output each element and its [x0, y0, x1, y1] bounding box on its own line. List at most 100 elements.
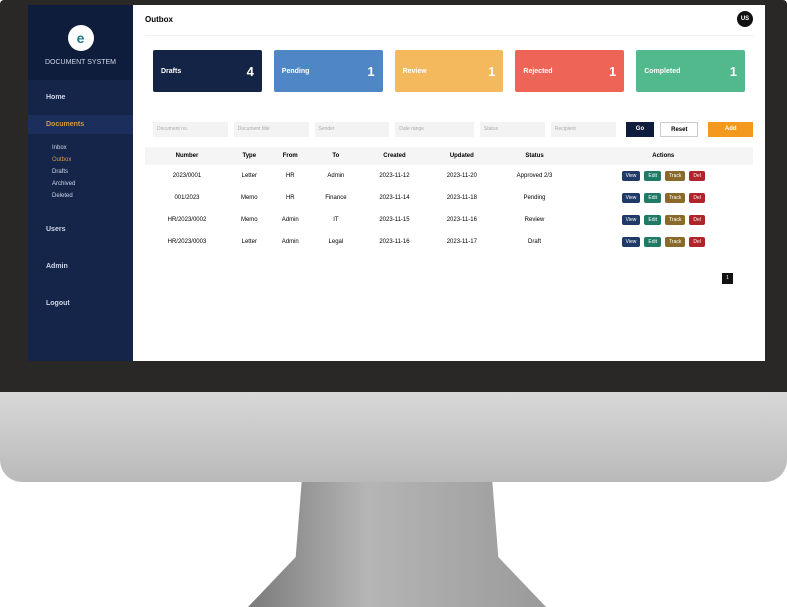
stat-card-value: 4 — [246, 63, 254, 79]
action-edit-button[interactable]: Edit — [644, 193, 662, 203]
stat-card-value: 1 — [608, 63, 617, 79]
action-edit-button[interactable]: Edit — [644, 171, 662, 181]
table-cell: Finance — [325, 195, 347, 201]
stat-card[interactable]: Drafts 4 — [153, 50, 262, 92]
filter-input[interactable]: Date range — [395, 122, 474, 137]
table-cell: 2023-11-18 — [446, 195, 477, 201]
documents-table: Number Type From To Created Updated Status Acti… — [145, 147, 753, 253]
sidebar-item-documents[interactable]: Documents — [28, 115, 133, 134]
table-cell: 2023-11-20 — [446, 173, 477, 179]
actions-cell: View Edit Track Del — [574, 165, 753, 187]
table-cell: 2023-11-12 — [379, 173, 410, 179]
table-cell: Admin — [327, 173, 345, 179]
table-cell: 2023-11-16 — [379, 239, 410, 245]
action-track-button[interactable]: Track — [665, 171, 686, 181]
screen: e DOCUMENT SYSTEM Home Documents Inbox O… — [28, 5, 765, 361]
filter-input[interactable]: Sender — [314, 122, 390, 137]
main-content: Outbox US Drafts 4 Pending 1 Review 1 Rejected… — [133, 5, 765, 361]
action-del-button[interactable]: Del — [689, 171, 705, 181]
add-button[interactable]: Add new — [708, 122, 754, 147]
table-cell: Admin — [281, 217, 299, 223]
sidebar: e DOCUMENT SYSTEM Home Documents Inbox O… — [28, 5, 133, 361]
actions-cell: View Edit Track Del — [574, 209, 753, 231]
column-header[interactable]: Actions — [573, 147, 753, 165]
stat-card-label: Drafts — [161, 67, 182, 75]
avatar[interactable]: US — [737, 11, 753, 27]
filter-placeholder: Recipient — [554, 126, 576, 132]
monitor-stand — [248, 482, 546, 607]
table-cell: Memo — [240, 217, 258, 223]
table-cell: HR/2023/0003 — [167, 239, 207, 245]
monitor-chin — [0, 392, 787, 482]
reset-button[interactable]: Reset — [660, 122, 699, 137]
stat-card-value: 1 — [729, 63, 737, 79]
action-view-button[interactable]: View — [621, 237, 641, 247]
action-track-button[interactable]: Track — [665, 237, 686, 247]
action-del-button[interactable]: Del — [689, 215, 705, 225]
column-header[interactable]: Updated — [428, 147, 496, 165]
action-view-button[interactable]: View — [621, 193, 641, 203]
stat-card[interactable]: Rejected 1 — [515, 50, 625, 92]
sidebar-sub-deleted[interactable]: Deleted — [52, 193, 73, 199]
stat-card-label: Review — [402, 67, 427, 75]
column-header[interactable]: From — [269, 147, 311, 165]
column-header[interactable]: Type — [228, 147, 270, 165]
action-del-button[interactable]: Del — [689, 237, 705, 247]
sidebar-sub-drafts[interactable]: Drafts — [52, 169, 69, 175]
actions-cell: View Edit Track Del — [574, 231, 753, 253]
table-row: HR/2023/0003 Letter Admin Legal 2023-11-16 20… — [145, 231, 753, 253]
stat-card[interactable]: Pending 1 — [273, 50, 383, 92]
action-track-button[interactable]: Track — [665, 215, 686, 225]
filter-placeholder: Date range — [399, 126, 424, 132]
filter-input[interactable]: Status — [479, 122, 545, 137]
filter-placeholder: Sender — [318, 126, 335, 132]
actions-cell: View Edit Track Del — [574, 187, 753, 209]
table-cell: Memo — [240, 195, 258, 201]
action-edit-button[interactable]: Edit — [644, 237, 662, 247]
table-cell: Review — [524, 217, 545, 223]
table-cell: 2023-11-14 — [379, 195, 410, 201]
stat-card-value: 1 — [367, 63, 375, 79]
sidebar-sub-outbox[interactable]: Outbox — [52, 157, 72, 163]
filter-placeholder: Status — [483, 126, 499, 132]
sidebar-sub-inbox[interactable]: Inbox — [52, 145, 67, 151]
table-cell: 001/2023 — [174, 195, 200, 201]
stat-card-label: Completed — [644, 67, 681, 75]
table-cell: HR — [285, 173, 295, 179]
table-row: 2023/0001 Letter HR Admin 2023-11-12 2023-11-… — [145, 165, 753, 187]
topbar: Outbox US — [145, 11, 753, 36]
filter-placeholder: Document title — [237, 126, 270, 132]
sidebar-item-logout[interactable]: Logout — [46, 300, 70, 307]
stat-card[interactable]: Review 1 — [394, 50, 504, 92]
table-header: Number Type From To Created Updated Status Acti… — [145, 147, 753, 165]
pagination-page[interactable]: 1 — [722, 273, 733, 284]
column-header[interactable]: Number — [145, 147, 229, 165]
filter-input[interactable]: Document title — [233, 122, 309, 137]
table-cell: Letter — [241, 173, 257, 179]
search-button[interactable]: Go — [625, 122, 655, 137]
sidebar-sub-archived[interactable]: Archived — [52, 181, 76, 187]
table-cell: Letter — [241, 239, 257, 245]
table-cell: Legal — [328, 239, 344, 245]
table-cell: 2023-11-16 — [446, 217, 477, 223]
table-cell: Approved 2/3 — [516, 173, 553, 179]
table-cell: IT — [333, 217, 339, 223]
column-header[interactable]: To — [310, 147, 361, 165]
filter-input[interactable]: Recipient — [550, 122, 616, 137]
table-row: 001/2023 Memo HR Finance 2023-11-14 2023-11-1… — [145, 187, 753, 209]
sidebar-item-home[interactable]: Home — [46, 94, 66, 101]
table-cell: HR — [285, 195, 295, 201]
action-edit-button[interactable]: Edit — [644, 215, 662, 225]
filter-input[interactable]: Document no. — [153, 122, 228, 137]
action-view-button[interactable]: View — [621, 171, 641, 181]
column-header[interactable]: Status — [495, 147, 574, 165]
action-view-button[interactable]: View — [621, 215, 641, 225]
sidebar-item-admin[interactable]: Admin — [46, 263, 68, 270]
sidebar-item-users[interactable]: Users — [46, 226, 66, 233]
action-del-button[interactable]: Del — [689, 193, 705, 203]
stat-card-value: 1 — [488, 63, 496, 79]
action-track-button[interactable]: Track — [665, 193, 686, 203]
table-cell: Pending — [523, 195, 546, 201]
stat-card[interactable]: Completed 1 — [636, 50, 745, 92]
column-header[interactable]: Created — [360, 147, 429, 165]
